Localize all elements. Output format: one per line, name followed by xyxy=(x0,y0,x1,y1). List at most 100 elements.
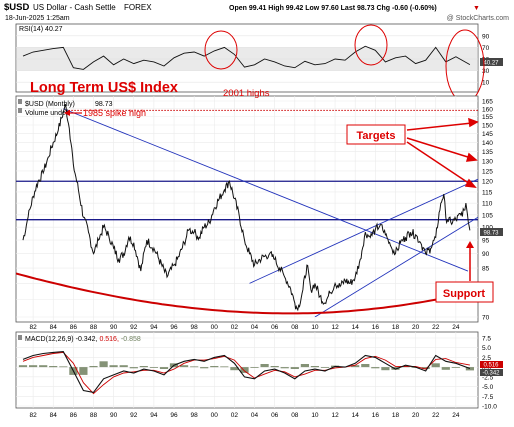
macd-tick-label: -10.0 xyxy=(482,404,497,411)
macd-histogram-bar xyxy=(300,364,309,368)
targets-box xyxy=(346,124,406,145)
price-x-tick-label: 00 xyxy=(211,324,219,331)
price-line xyxy=(22,103,471,312)
chart-title-annotation: Long Term US$ Index xyxy=(30,80,178,96)
price-x-tick-label: 86 xyxy=(70,324,78,331)
volume-legend: Volume undef xyxy=(25,110,68,117)
price-x-tick-label: 88 xyxy=(90,324,98,331)
macd-x-axis: 82 84 86 88 90 92 94 96 98 00 02 04 06 08 10 12 14 16 18 20… xyxy=(29,412,459,419)
target-arrow-3 xyxy=(406,141,471,185)
instrument-name: US Dollar - Cash Settle xyxy=(33,3,116,12)
macd-histogram-bar xyxy=(320,367,330,368)
price-x-axis: 82 84 86 88 90 92 94 96 98 00 02 04 06 08 10 12 14 16 18 20… xyxy=(29,324,459,331)
volume-legend-icon xyxy=(18,108,22,113)
watermark: @ StockCharts.com xyxy=(447,15,510,22)
macd-histogram-bar xyxy=(190,366,199,368)
price-tick-label: 105 xyxy=(482,212,493,219)
price-tick-label: 110 xyxy=(482,201,493,208)
macd-histogram-bar xyxy=(79,367,88,375)
target-arrow-1-head xyxy=(468,117,479,128)
price-x-tick-label: 08 xyxy=(291,324,299,331)
rsi-tick-label: 30 xyxy=(482,68,490,75)
macd-x-tick-label: 10 xyxy=(311,412,319,419)
macd-histogram-bar xyxy=(465,367,474,371)
macd-tick-label: -5.0 xyxy=(482,384,494,391)
macd-histogram-bar xyxy=(451,367,460,368)
macd-tick-label: 0.0 xyxy=(482,365,491,372)
macd-histogram-bar xyxy=(260,364,269,368)
price-x-tick-label: 98 xyxy=(191,324,199,331)
macd-histogram-bar xyxy=(280,367,289,369)
rsi-tick-label: 70 xyxy=(482,45,490,52)
macd-x-tick-label: 02 xyxy=(231,412,239,419)
rsi-band xyxy=(16,47,478,71)
macd-x-tick-label: 84 xyxy=(50,412,58,419)
price-x-tick-label: 92 xyxy=(130,324,138,331)
price-tick-label: 90 xyxy=(482,251,490,258)
macd-histogram-bar xyxy=(49,366,58,368)
macd-tick-label: 2.5 xyxy=(482,355,491,362)
macd-line xyxy=(22,351,471,394)
price-x-tick-label: 14 xyxy=(352,324,360,331)
spike-1985-annotation: 1985 spike high xyxy=(83,108,146,118)
exchange-text: FOREX xyxy=(124,3,152,12)
macd-x-tick-label: 82 xyxy=(29,412,37,419)
macd-histogram-bar xyxy=(381,367,390,371)
price-x-tick-label: 94 xyxy=(150,324,158,331)
price-tick-label: 115 xyxy=(482,189,493,196)
macd-x-tick-label: 14 xyxy=(352,412,360,419)
macd-histogram-bar xyxy=(240,367,249,373)
price-tick-label: 150 xyxy=(482,123,493,130)
support-arrow xyxy=(466,241,474,281)
price-tick-label: 130 xyxy=(482,159,493,166)
macd-x-tick-label: 90 xyxy=(110,412,118,419)
macd-x-tick-label: 92 xyxy=(130,412,138,419)
stats-line: Open 99.41 High 99.42 Low 97.60 Last 98.… xyxy=(229,5,437,12)
macd-histogram-bar xyxy=(129,367,138,369)
macd-x-tick-label: 94 xyxy=(150,412,158,419)
symbol-text: $USD xyxy=(4,2,29,13)
macd-last-badges: 0.516 -0.342 xyxy=(480,361,503,377)
price-last-value: 98.73 xyxy=(483,231,499,237)
price-x-tick-label: 18 xyxy=(392,324,400,331)
macd-x-tick-label: 08 xyxy=(291,412,299,419)
price-x-tick-label: 20 xyxy=(412,324,420,331)
macd-legend-hist: -0.858 xyxy=(121,336,141,343)
rsi-last-value: 40.27 xyxy=(483,61,499,67)
rsi-last-badge: 40.27 xyxy=(480,58,503,67)
price-x-tick-label: 82 xyxy=(29,324,37,331)
support-annotation: Support xyxy=(443,288,485,300)
price-x-tick-label: 10 xyxy=(311,324,319,331)
macd-histogram-bar xyxy=(421,367,430,369)
macd-histogram-bar xyxy=(180,365,189,368)
rsi-tick-label: 10 xyxy=(482,80,490,87)
macd-histogram-bar xyxy=(119,365,128,368)
macd-last: -0.342 xyxy=(482,371,500,377)
price-tick-label: 160 xyxy=(482,106,493,113)
rsi-tick-label: 90 xyxy=(482,33,490,40)
price-tick-label: 155 xyxy=(482,114,493,121)
date-text: 18-Jun-2025 1:25am xyxy=(5,15,70,22)
macd-x-tick-label: 04 xyxy=(251,412,259,419)
macd-histogram-bar xyxy=(89,366,98,368)
price-x-tick-label: 12 xyxy=(331,324,339,331)
price-tick-label: 70 xyxy=(482,315,490,322)
macd-histogram-bar xyxy=(149,367,158,368)
macd-histogram-bar xyxy=(270,366,279,368)
macd-histogram-bar xyxy=(250,367,259,368)
macd-tick-label: -2.5 xyxy=(482,374,494,381)
down-arrow-icon: ▼ xyxy=(473,5,480,12)
macd-signal-line xyxy=(22,351,470,395)
macd-histogram-bar xyxy=(59,366,68,368)
macd-tick-label: 5.0 xyxy=(482,345,491,352)
price-x-tick-label: 90 xyxy=(110,324,118,331)
price-tick-label: 125 xyxy=(482,168,493,175)
price-tick-label: 135 xyxy=(482,149,493,156)
macd-x-tick-label: 06 xyxy=(271,412,279,419)
price-tick-label: 95 xyxy=(482,238,490,245)
macd-histogram-bar xyxy=(109,365,118,368)
price-x-tick-label: 84 xyxy=(50,324,58,331)
macd-x-tick-label: 98 xyxy=(191,412,199,419)
macd-histogram-bar xyxy=(431,363,440,368)
